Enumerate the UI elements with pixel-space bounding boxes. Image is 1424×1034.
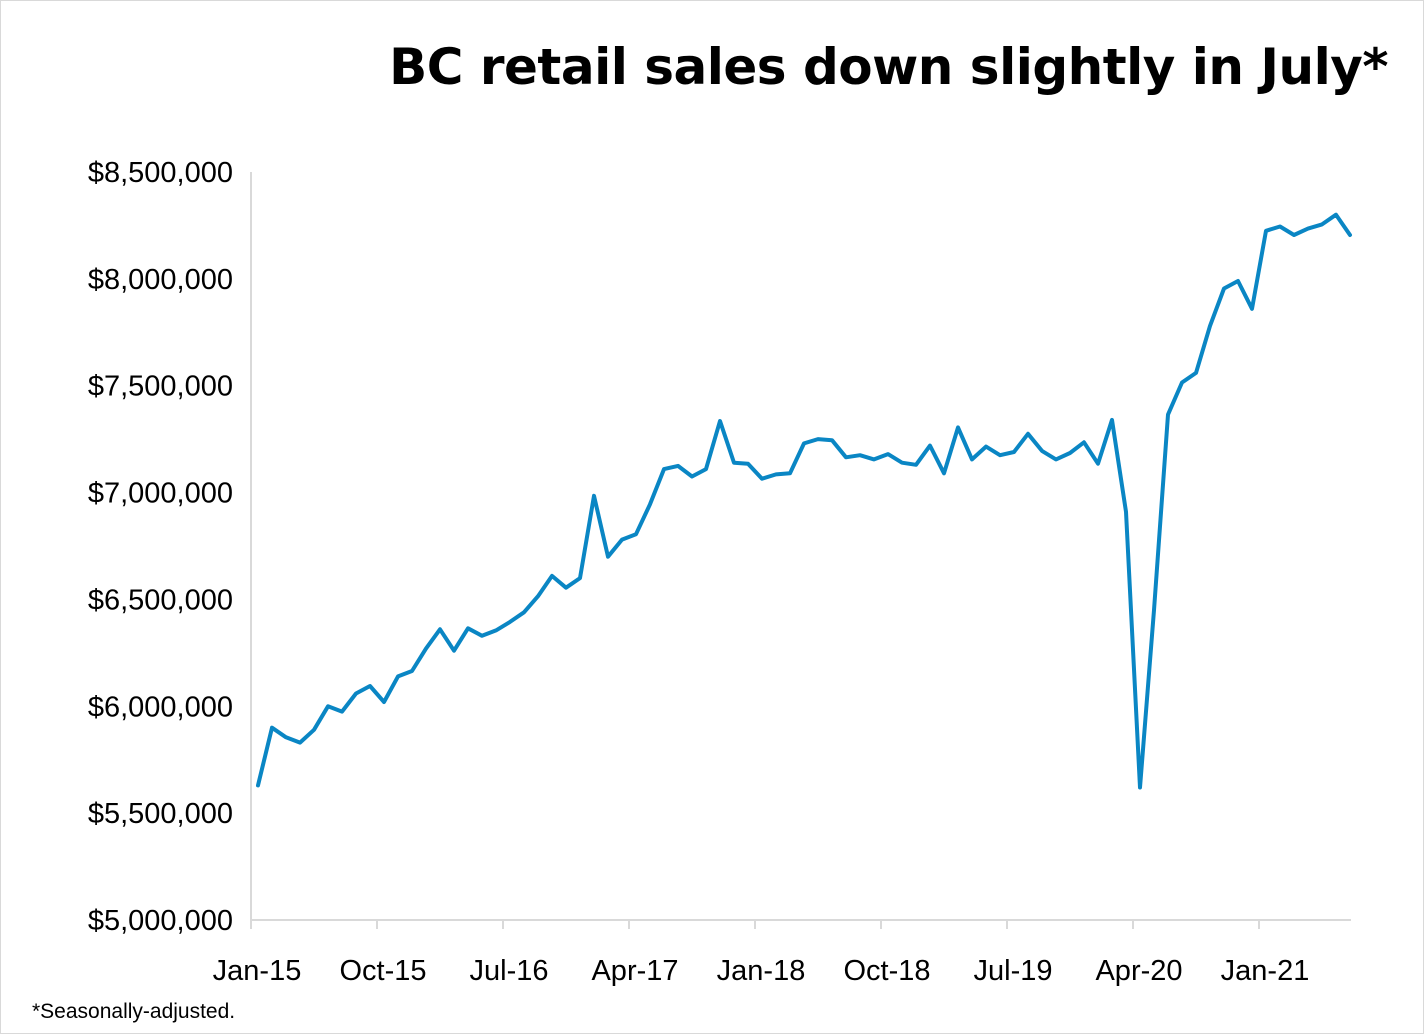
chart-title: BC retail sales down slightly in July* [389,38,1388,96]
x-tick-label: Oct-15 [339,955,426,987]
x-tick-label: Apr-20 [1095,955,1182,987]
x-tick-label: Jan-21 [1221,955,1310,987]
y-tick-label: $6,000,000 [88,691,233,723]
y-tick-label: $5,500,000 [88,798,233,830]
x-tick-label: Jan-15 [213,955,302,987]
x-tick-label: Jul-19 [974,955,1053,987]
x-tick-label: Oct-18 [843,955,930,987]
series-line [256,212,1352,790]
y-tick-label: $8,000,000 [88,264,233,296]
y-tick-label: $7,000,000 [88,478,233,510]
y-tick-label: $7,500,000 [88,371,233,403]
footnote: *Seasonally-adjusted. [32,1000,236,1023]
y-tick-label: $6,500,000 [88,584,233,616]
y-tick-label: $8,500,000 [88,157,233,189]
x-tick-label: Jul-16 [470,955,549,987]
x-tick-label: Apr-17 [591,955,678,987]
x-tick-label: Jan-18 [717,955,806,987]
y-tick-label: $5,000,000 [88,905,233,937]
